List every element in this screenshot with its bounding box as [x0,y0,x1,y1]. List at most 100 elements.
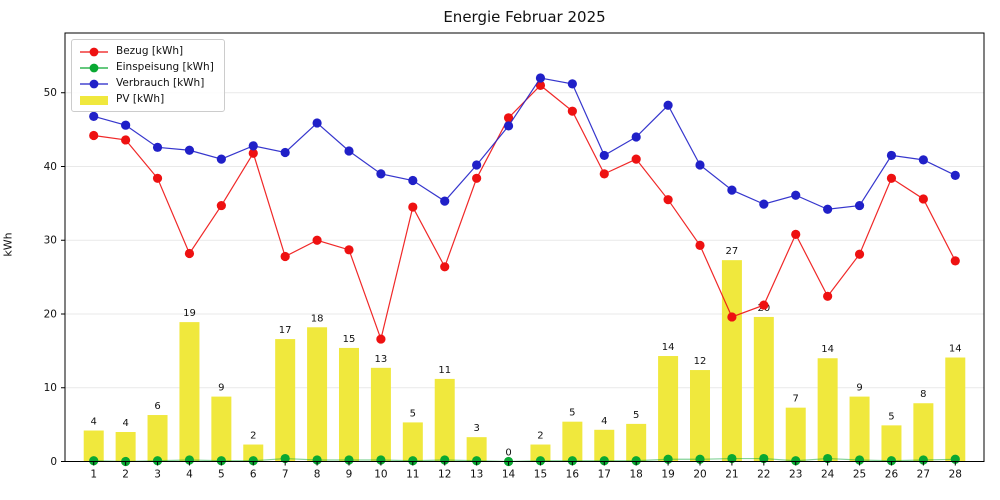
pv-bar-label-day-3: 6 [154,401,160,412]
verbrauch-point-day-28 [950,170,960,180]
pv-bar-label-day-16: 5 [569,408,575,419]
bezug-point-day-24 [823,291,833,301]
einspeisung-point-day-21 [727,453,737,464]
bezug-point-day-19 [663,195,673,205]
xtick-label-15: 15 [534,469,547,481]
pv-bar-day-12 [434,378,455,462]
xtick-label-8: 8 [314,469,321,481]
pv-bar-label-day-19: 14 [662,342,675,353]
legend-line-marker-icon [80,63,108,72]
bezug-point-day-16 [567,106,577,116]
xtick-label-14: 14 [502,469,516,481]
verbrauch-point-day-26 [886,150,897,161]
pv-bar-label-day-5: 9 [218,383,224,394]
bezug-point-day-7 [280,251,290,262]
xtick-label-13: 13 [470,469,483,481]
legend-label: Einspeisung [kWh] [116,61,214,73]
verbrauch-point-day-1 [89,111,99,121]
pv-bar-day-19 [658,356,679,462]
axes-frame [64,32,985,462]
pv-bar-day-18 [626,423,647,462]
xtick-label-17: 17 [598,469,611,481]
pv-bar-label-day-14: 0 [505,448,511,459]
xtick-label-6: 6 [250,469,257,481]
xtick-label-22: 22 [757,469,770,481]
xtick-label-23: 23 [789,469,802,481]
bezug-point-day-9 [344,245,354,255]
pv-bar-label-day-26: 5 [888,411,894,422]
ytick-label-10: 10 [44,382,57,394]
bezug-point-day-22 [759,300,769,310]
bezug-point-day-17 [599,169,609,179]
bezug-point-day-20 [695,240,705,251]
verbrauch-point-day-5 [216,154,226,164]
einspeisung-point-day-3 [152,456,163,466]
pv-bar-label-day-17: 4 [601,416,607,427]
pv-bar-day-1 [83,430,104,462]
pv-bar-day-8 [307,327,328,462]
xtick-label-16: 16 [566,469,580,481]
bezug-point-day-28 [950,256,960,266]
pv-bar-label-day-7: 17 [279,325,292,336]
verbrauch-point-day-27 [918,155,928,165]
xtick-label-28: 28 [949,469,962,481]
verbrauch-point-day-17 [599,150,609,161]
xtick-label-18: 18 [629,469,642,481]
xtick-label-11: 11 [406,469,419,481]
bezug-point-day-1 [89,130,99,141]
verbrauch-point-day-7 [280,147,290,158]
einspeisung-point-day-7 [280,453,290,464]
verbrauch-point-day-10 [376,169,386,179]
pv-bar-label-day-20: 12 [694,356,707,367]
pv-bar-day-16 [562,421,583,462]
verbrauch-point-day-4 [184,145,195,155]
pv-bar-day-23 [785,407,806,462]
einspeisung-point-day-23 [791,456,801,466]
einspeisung-point-day-4 [184,455,195,465]
verbrauch-point-day-22 [759,199,769,209]
verbrauch-point-day-18 [631,132,641,142]
pv-bar-label-day-8: 18 [311,313,324,324]
verbrauch-point-day-14 [503,121,514,131]
einspeisung-point-day-8 [312,455,322,465]
pv-bar-label-day-13: 3 [473,423,479,434]
bezug-point-day-18 [631,154,641,164]
legend-item-einspeisung: Einspeisung [kWh] [79,61,214,74]
pv-bar-day-10 [370,367,391,462]
pv-bar-day-4 [179,322,200,462]
verbrauch-point-day-8 [312,118,322,128]
pv-bar-label-day-21: 27 [726,246,739,257]
verbrauch-point-day-2 [121,120,131,130]
ytick-label-40: 40 [44,161,57,173]
pv-bar-day-6 [243,444,264,462]
pv-bar-day-7 [275,339,296,462]
bezug-point-day-15 [535,80,546,90]
bezug-point-day-26 [886,173,897,183]
pv-bar-label-day-1: 4 [91,417,97,428]
verbrauch-point-day-16 [567,79,577,89]
pv-bar-day-13 [466,437,487,462]
bezug-point-day-4 [184,248,195,259]
xtick-label-26: 26 [885,469,899,481]
einspeisung-point-day-18 [631,456,641,466]
chart-title: Energie Februar 2025 [443,8,606,26]
xtick-label-10: 10 [374,469,387,481]
bezug-point-day-12 [440,262,450,272]
pv-bar-label-day-4: 19 [183,308,196,319]
pv-bar-label-day-10: 13 [375,354,388,365]
bezug-point-day-6 [248,148,258,158]
verbrauch-point-day-11 [408,175,418,186]
legend-item-verbrauch: Verbrauch [kWh] [79,77,214,90]
pv-bar-label-day-23: 7 [793,394,799,405]
xtick-label-21: 21 [725,469,738,481]
xtick-label-7: 7 [282,469,289,481]
einspeisung-point-day-12 [440,455,450,465]
legend-line-marker-icon [80,79,108,88]
einspeisung-point-day-24 [823,453,833,464]
pv-bar-label-day-12: 11 [438,365,451,376]
pv-bar-day-11 [402,422,423,462]
legend-item-pv: PV [kWh] [79,93,214,106]
pv-bar-label-day-27: 8 [920,389,926,400]
